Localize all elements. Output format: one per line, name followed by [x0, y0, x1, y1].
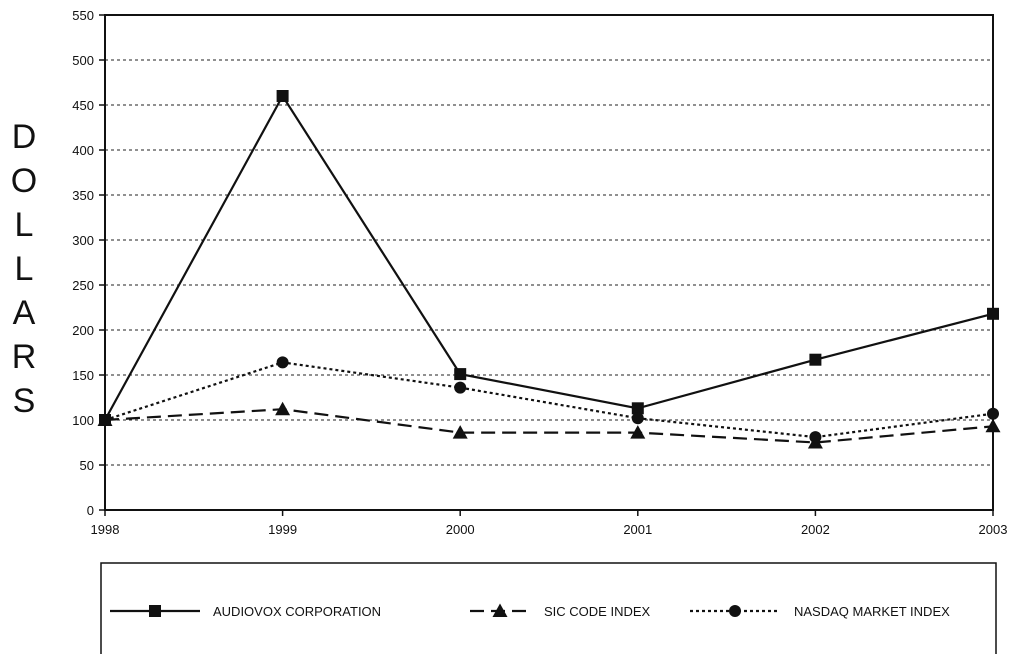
series-line — [104, 361, 994, 439]
data-point-triangle — [275, 401, 291, 416]
data-point-triangle — [985, 418, 1001, 433]
y-tick-label: 450 — [72, 98, 94, 113]
data-point-triangle — [630, 425, 646, 439]
legend-marker-square — [149, 605, 161, 617]
data-point-circle — [99, 414, 111, 426]
y-axis-label-letter: A — [13, 294, 36, 332]
y-tick-label: 500 — [72, 53, 94, 68]
y-axis-label-letter: L — [15, 206, 34, 244]
x-tick-label: 2001 — [623, 522, 652, 537]
data-point-square — [454, 368, 467, 381]
x-axis-ticks: 1998 1999 2000 2001 2002 2003 — [91, 510, 1008, 537]
y-axis-label-letter: D — [12, 118, 37, 156]
data-point-triangle — [452, 425, 468, 439]
y-tick-label: 250 — [72, 278, 94, 293]
data-point-circle — [987, 407, 999, 420]
x-tick-label: 2000 — [446, 522, 475, 537]
y-axis-label-letter: O — [11, 162, 37, 200]
series-circle — [99, 356, 999, 444]
y-axis-label-letter: S — [13, 382, 36, 420]
y-axis-ticks: 0 50 100 150 200 250 300 350 400 450 500 550 — [72, 8, 105, 518]
series-triangle — [97, 401, 1001, 449]
x-tick-label: 1999 — [268, 522, 297, 537]
series-line — [104, 408, 994, 444]
series-square — [99, 90, 999, 426]
data-point-square — [987, 307, 999, 320]
gridlines — [105, 59, 993, 466]
legend-label: NASDAQ MARKET INDEX — [794, 604, 950, 619]
data-point-circle — [631, 412, 644, 425]
y-tick-label: 550 — [72, 8, 94, 23]
data-point-circle — [809, 431, 822, 444]
plot-area-frame — [104, 14, 994, 511]
y-axis-label-letter: R — [12, 338, 37, 376]
y-tick-label: 400 — [72, 143, 94, 158]
legend-box — [100, 562, 997, 654]
data-point-square — [809, 353, 822, 366]
y-tick-label: 100 — [72, 413, 94, 428]
legend-label: SIC CODE INDEX — [544, 604, 651, 619]
data-point-square — [276, 90, 289, 102]
legend-marker-circle — [729, 605, 741, 617]
y-tick-label: 0 — [87, 503, 94, 518]
data-point-circle — [276, 356, 289, 369]
y-tick-label: 300 — [72, 233, 94, 248]
legend-label: AUDIOVOX CORPORATION — [213, 604, 381, 619]
y-tick-label: 150 — [72, 368, 94, 383]
y-tick-label: 350 — [72, 188, 94, 203]
x-tick-label: 1998 — [91, 522, 120, 537]
data-point-square — [631, 402, 644, 415]
data-point-circle — [454, 381, 467, 394]
series-group — [97, 90, 1001, 449]
y-tick-label: 200 — [72, 323, 94, 338]
y-tick-label: 50 — [80, 458, 94, 473]
legend-marker-triangle — [492, 603, 508, 617]
y-axis-label-letter: L — [15, 250, 34, 288]
x-tick-label: 2003 — [979, 522, 1008, 537]
legend: AUDIOVOX CORPORATION SIC CODE INDEX NASDAQ… — [100, 562, 997, 654]
x-tick-label: 2002 — [801, 522, 830, 537]
series-line — [104, 93, 994, 421]
